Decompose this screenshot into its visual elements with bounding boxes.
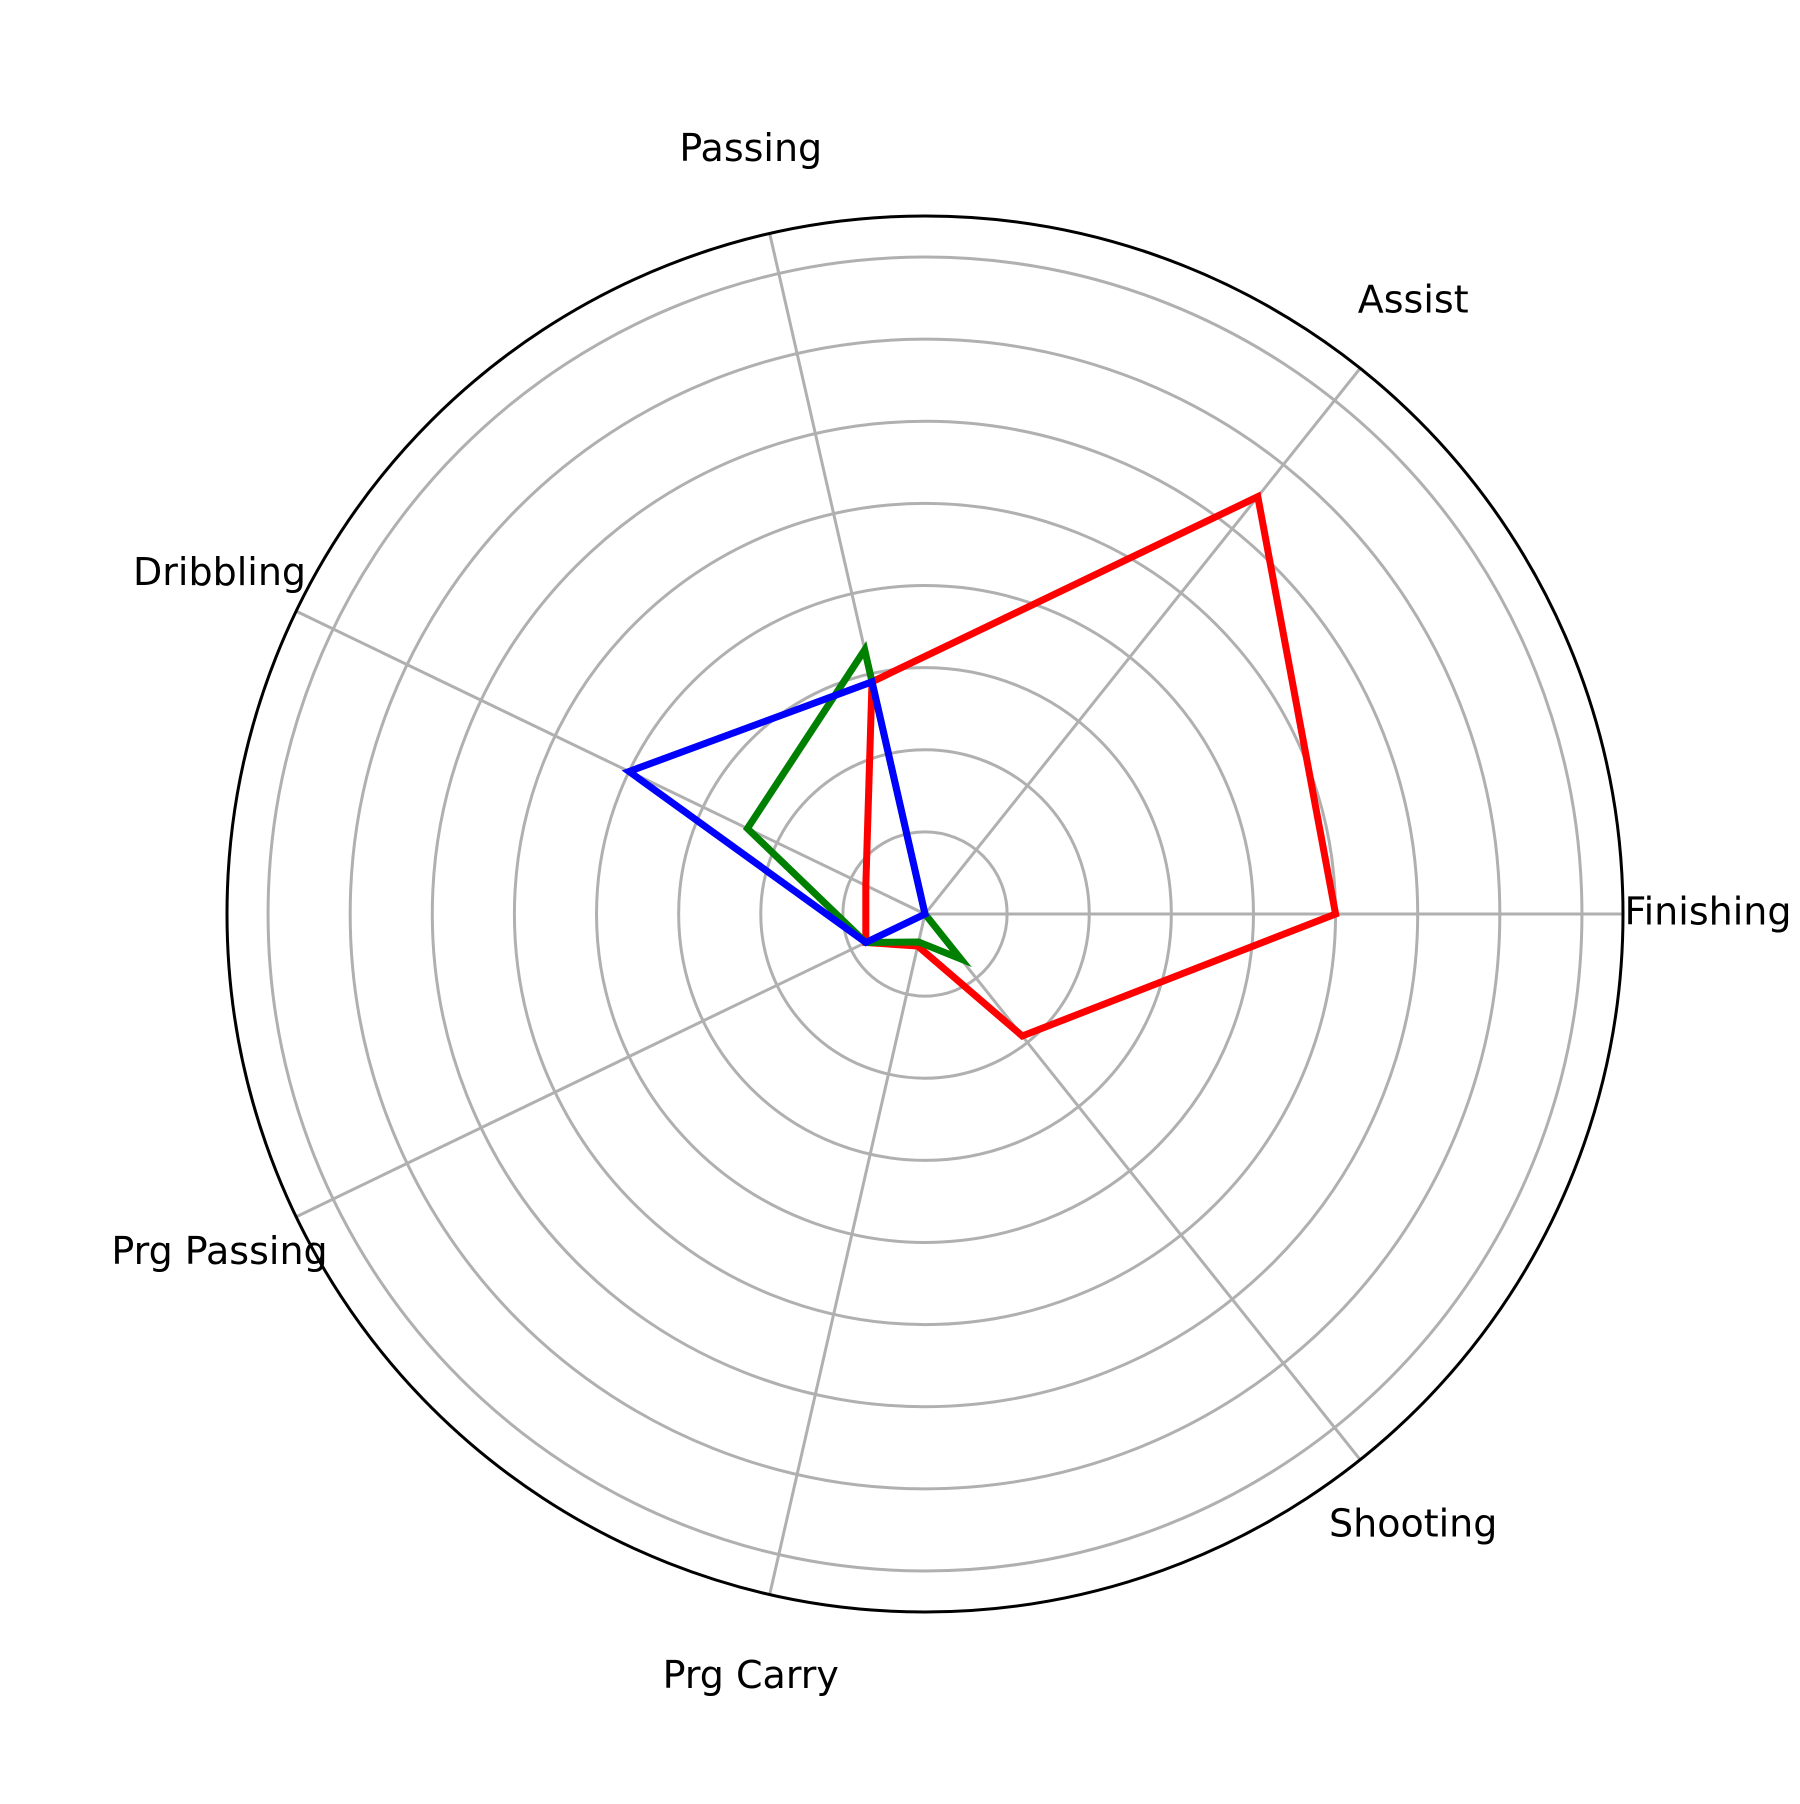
label-layer: Finishing Assist Passing Dribbling Prg Passi…	[111, 126, 1791, 1697]
frame-layer	[225, 214, 1625, 1614]
category-label: Assist	[1358, 277, 1469, 321]
spoke-gridline	[923, 367, 1362, 915]
category-label: Dribbling	[133, 550, 306, 594]
spoke-gridline	[768, 913, 927, 1595]
category-label: Prg Carry	[663, 1653, 839, 1697]
category-label: Prg Passing	[111, 1229, 327, 1273]
category-label: Shooting	[1329, 1502, 1497, 1546]
spoke-gridline	[923, 913, 1362, 1461]
spoke-gridline	[295, 912, 926, 1219]
grid-layer	[266, 233, 1623, 1595]
spoke-gridline	[295, 609, 926, 916]
series-layer	[621, 491, 1340, 1041]
polar-frame	[225, 214, 1625, 1614]
category-label: Passing	[679, 126, 822, 170]
series-line-1	[862, 491, 1340, 1041]
series-line-3	[621, 677, 930, 947]
category-label: Finishing	[1625, 890, 1792, 934]
